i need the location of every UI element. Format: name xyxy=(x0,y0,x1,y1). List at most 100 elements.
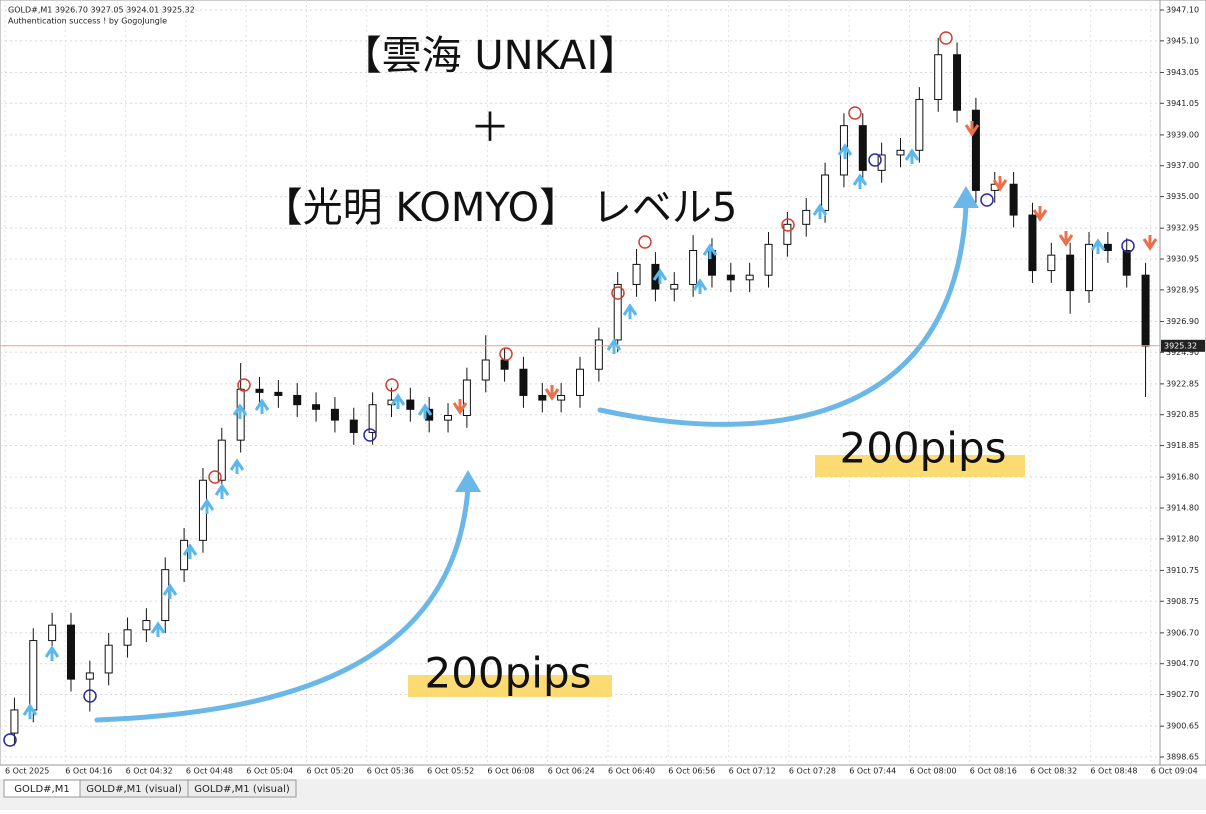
signal-up xyxy=(692,278,708,294)
x-tick-label: 6 Oct 05:04 xyxy=(246,767,293,776)
signal-up xyxy=(622,303,638,319)
signal-circle xyxy=(499,347,513,361)
signal-up xyxy=(652,268,668,284)
signal-up xyxy=(232,403,248,419)
x-tick-label: 6 Oct 2025 xyxy=(5,767,49,776)
candle-body xyxy=(726,274,735,281)
x-tick-label: 6 Oct 08:48 xyxy=(1090,767,1137,776)
y-tick-label: 3945.10 xyxy=(1166,36,1199,45)
candle-body xyxy=(519,368,528,396)
x-tick-label: 6 Oct 09:04 xyxy=(1151,767,1198,776)
candle-body xyxy=(783,223,792,245)
x-tick-label: 6 Oct 05:36 xyxy=(367,767,414,776)
arrow-head xyxy=(455,470,481,492)
candle-body xyxy=(1085,243,1094,292)
x-tick-label: 6 Oct 08:16 xyxy=(970,767,1017,776)
y-tick-label: 3924.90 xyxy=(1166,348,1199,357)
candle-body xyxy=(670,283,679,290)
candle-body xyxy=(689,250,698,285)
candle-body xyxy=(971,109,980,191)
y-tick-label: 3914.80 xyxy=(1166,503,1199,512)
signal-up xyxy=(852,173,868,189)
candle-body xyxy=(1122,250,1131,276)
y-tick-label: 3912.80 xyxy=(1166,534,1199,543)
signal-up xyxy=(390,393,406,409)
candle-body xyxy=(217,439,226,481)
current-price-box xyxy=(1161,339,1205,352)
signal-up xyxy=(44,645,60,661)
signal-up xyxy=(229,458,245,474)
tab-label[interactable]: GOLD#,M1 (visual) xyxy=(194,784,290,795)
highlight xyxy=(815,455,1025,477)
signal-down xyxy=(1032,206,1048,222)
candle-body xyxy=(368,404,377,433)
y-tick-label: 3926.90 xyxy=(1166,317,1199,326)
candle-body xyxy=(915,98,924,151)
y-tick-label: 3939.00 xyxy=(1166,130,1199,139)
signal-circle xyxy=(385,378,399,392)
signal-down xyxy=(544,385,560,401)
y-tick-label: 3908.75 xyxy=(1166,597,1199,606)
arrow-head xyxy=(953,186,979,208)
signal-up xyxy=(254,398,270,414)
x-tick-label: 6 Oct 05:52 xyxy=(427,767,474,776)
candle-body xyxy=(1028,214,1037,272)
x-tick-label: 6 Oct 05:20 xyxy=(307,767,354,776)
candle-body xyxy=(330,408,339,421)
signal-circle xyxy=(237,378,251,392)
signal-up xyxy=(904,148,920,164)
candle-body xyxy=(142,620,151,631)
candle-body xyxy=(821,174,830,211)
y-tick-label: 3947.10 xyxy=(1166,6,1199,15)
signal-circle xyxy=(939,31,953,45)
signal-circle xyxy=(848,106,862,120)
candle-body xyxy=(1103,243,1112,252)
annotation: 200pips xyxy=(839,424,1006,473)
signal-circle xyxy=(781,218,795,232)
candle-body xyxy=(481,359,490,381)
signal-circle xyxy=(980,193,994,207)
signal-circle xyxy=(638,235,652,249)
candle-body xyxy=(632,263,641,285)
x-tick-label: 6 Oct 06:56 xyxy=(668,767,715,776)
signal-up xyxy=(214,483,230,499)
tabs: GOLD#,M1 GOLD#,M1 (visual) GOLD#,M1 (visua… xyxy=(3,779,297,798)
signal-circle xyxy=(363,428,377,442)
price-axis xyxy=(1159,0,1206,766)
signal-up xyxy=(1090,238,1106,254)
candle-body xyxy=(293,394,302,406)
tab[interactable] xyxy=(187,779,297,798)
signal-down xyxy=(1142,235,1158,251)
x-tick-label: 6 Oct 08:00 xyxy=(910,767,957,776)
y-tick-label: 3941.05 xyxy=(1166,99,1199,108)
annotation: ＋ xyxy=(470,105,510,151)
candle-body xyxy=(745,274,754,281)
signal-down xyxy=(452,399,468,415)
candle-body xyxy=(896,149,905,156)
candle-body xyxy=(104,644,113,674)
candle-body xyxy=(1066,254,1075,292)
y-tick-label: 3935.00 xyxy=(1166,192,1199,201)
tab-label[interactable]: GOLD#,M1 (visual) xyxy=(86,784,182,795)
tab-label[interactable]: GOLD#,M1 xyxy=(14,784,69,795)
x-tick-label: 6 Oct 06:40 xyxy=(608,767,655,776)
candle-body xyxy=(538,394,547,401)
y-tick-label: 3943.05 xyxy=(1166,68,1199,77)
annotation: 【光明 KOMYO】 レベル5 xyxy=(263,185,738,231)
candle-body xyxy=(274,391,283,396)
y-tick-label: 3932.95 xyxy=(1166,224,1199,233)
candle-body xyxy=(349,419,358,433)
y-tick-label: 3930.95 xyxy=(1166,255,1199,264)
signal-up xyxy=(22,703,38,719)
header: GOLD#,M1 3926.70 3927.05 3924.01 3925.32 xyxy=(8,6,195,15)
candle-body xyxy=(764,243,773,276)
signal-down xyxy=(964,121,980,137)
x-tick-label: 6 Oct 08:32 xyxy=(1030,767,1077,776)
signal-up xyxy=(606,338,622,354)
y-tick-label: 3898.65 xyxy=(1166,752,1199,761)
x-tick-label: 6 Oct 07:12 xyxy=(729,767,776,776)
y-tick-label: 3928.95 xyxy=(1166,285,1199,294)
signal-circle xyxy=(83,689,97,703)
